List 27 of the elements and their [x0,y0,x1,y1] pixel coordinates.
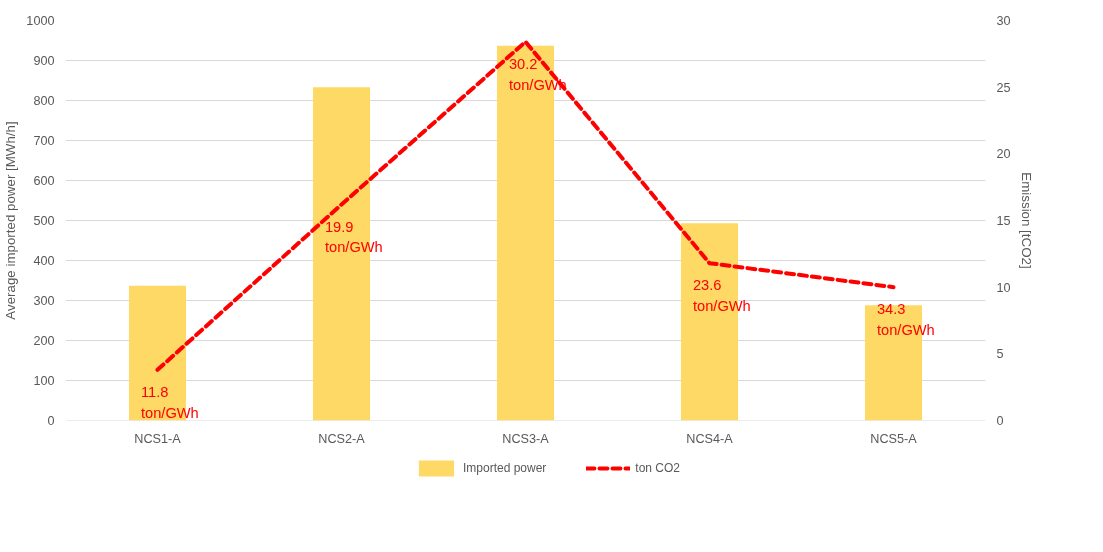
y2-tick-label: 0 [996,414,1004,428]
y-tick-label: 800 [33,94,55,108]
y-tick-label: 300 [33,294,55,308]
y-tick-label: 900 [33,54,55,68]
y2-tick-label: 25 [996,80,1011,95]
y-tick-label: 700 [33,134,55,148]
y-tick-label: 0 [47,414,55,428]
y2-tick-label: 15 [996,214,1011,228]
y2-tick-label: 20 [996,147,1011,162]
x-tick-label: NCS5-A [870,431,918,446]
x-tick-label: NCS1-A [134,431,182,446]
y-axis-title: Average imported power [MWh/h] [3,121,19,320]
legend-label: Imported power [462,461,547,475]
y2-axis-title: Emission [tCO2] [1018,172,1034,269]
y2-tick-label: 30 [996,14,1011,28]
legend-label: ton CO2 [635,461,681,475]
y-tick-label: 1000 [26,14,55,28]
y-tick-label: 400 [33,254,55,268]
y2-tick-label: 10 [996,280,1011,295]
x-tick-label: NCS2-A [318,431,366,446]
x-tick-label: NCS3-A [502,431,550,446]
y-tick-label: 500 [33,214,55,228]
y2-tick-label: 5 [996,347,1004,362]
y-tick-label: 100 [33,374,55,388]
x-tick-label: NCS4-A [686,431,734,446]
y-tick-label: 600 [33,174,55,188]
y-tick-label: 200 [33,334,55,348]
